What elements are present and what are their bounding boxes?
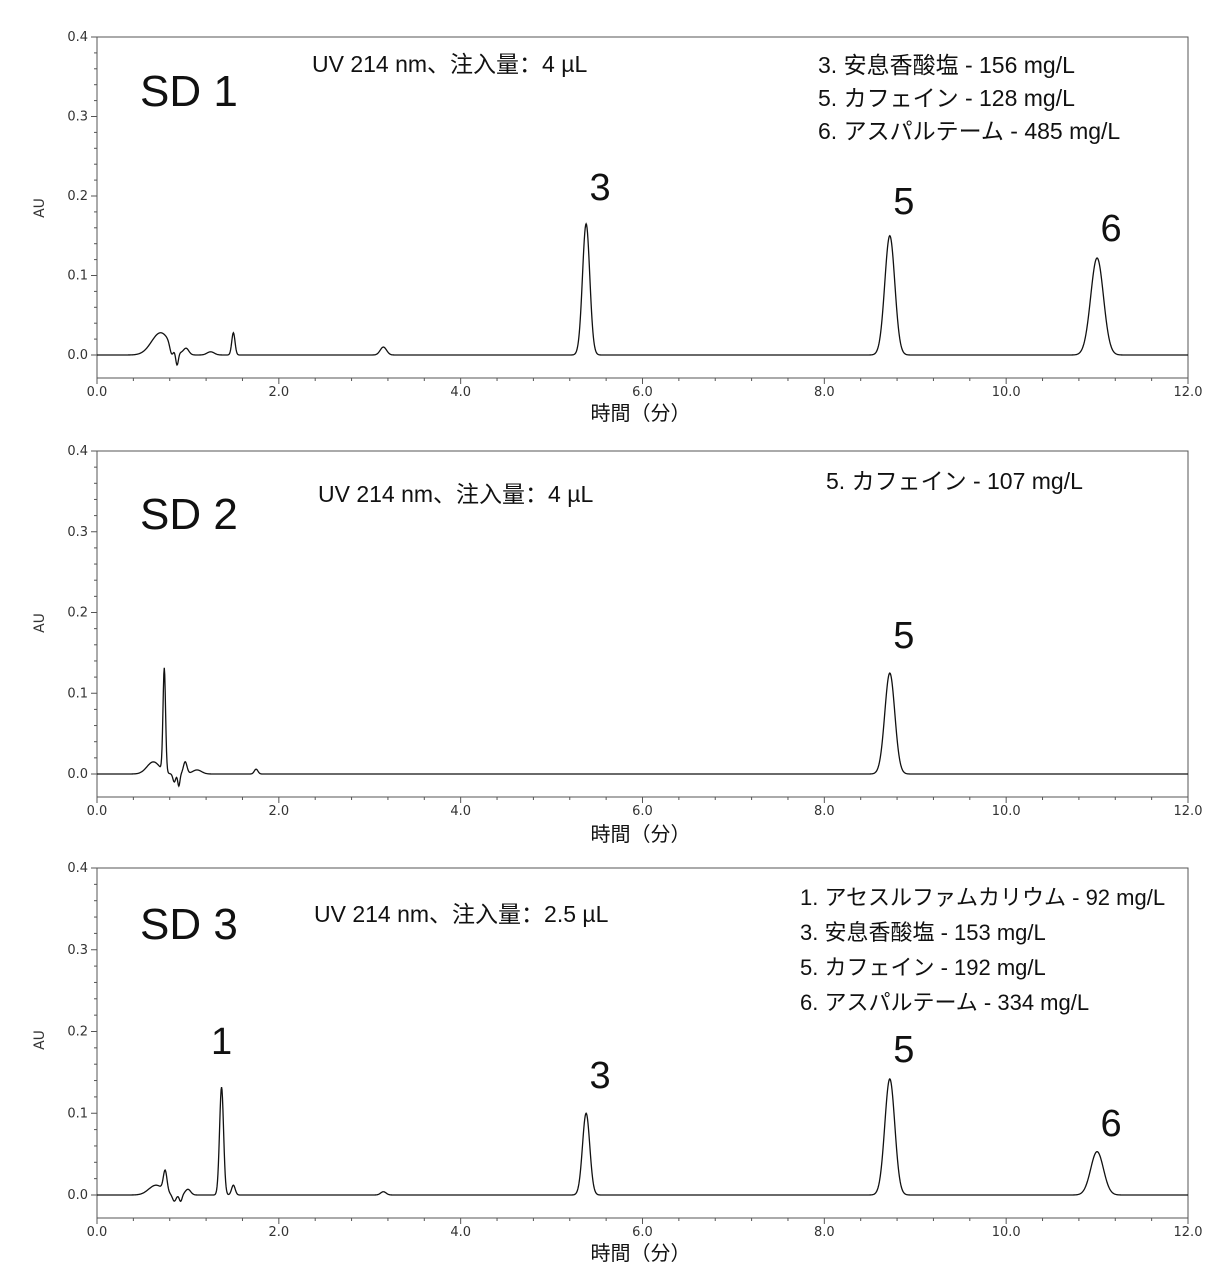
chromatogram-trace bbox=[97, 667, 1188, 788]
y-axis-label: AU bbox=[32, 1030, 48, 1050]
y-tick-label: 0.2 bbox=[67, 189, 88, 204]
peak-label: 1 bbox=[211, 1021, 232, 1063]
plot-frame bbox=[96, 450, 1189, 798]
peak-label: 6 bbox=[1101, 1103, 1122, 1145]
x-tick-label: 8.0 bbox=[814, 804, 835, 819]
y-tick-label: 0.2 bbox=[67, 1025, 88, 1040]
x-tick-label: 0.0 bbox=[87, 1225, 108, 1240]
y-axis-label: AU bbox=[32, 613, 48, 633]
legend-entry: 3. 安息香酸塩 - 153 mg/L bbox=[800, 920, 1046, 945]
peak-label: 6 bbox=[1101, 208, 1122, 250]
peak-label: 5 bbox=[893, 615, 914, 657]
x-axis-title: 時間（分） bbox=[591, 822, 691, 846]
legend-entry: 6. アスパルテーム - 485 mg/L bbox=[818, 118, 1120, 144]
y-axis-label: AU bbox=[32, 198, 48, 218]
x-tick-label: 6.0 bbox=[632, 385, 653, 400]
panel-2: 0.0 0.1 0.2 0.3 0.4 AU 0.0 2.0 4.0 6.0 8.0 10.0 12.0… bbox=[32, 444, 1202, 846]
y-tick-label: 0.2 bbox=[67, 606, 88, 621]
y-tick-label: 0.3 bbox=[67, 110, 88, 125]
panel-label: SD 1 bbox=[140, 67, 238, 116]
x-tick-label: 10.0 bbox=[992, 385, 1021, 400]
peak-label: 5 bbox=[893, 181, 914, 223]
x-tick-label: 0.0 bbox=[87, 804, 108, 819]
legend-entry: 6. アスパルテーム - 334 mg/L bbox=[800, 990, 1089, 1015]
y-tick-label: 0.4 bbox=[67, 861, 88, 876]
x-tick-label: 8.0 bbox=[814, 385, 835, 400]
acquisition-info: UV 214 nm、注入量：4 µL bbox=[312, 51, 587, 77]
peak-label: 3 bbox=[590, 167, 611, 209]
legend-entry: 3. 安息香酸塩 - 156 mg/L bbox=[818, 52, 1075, 78]
x-tick-label: 6.0 bbox=[632, 804, 653, 819]
x-axis-title: 時間（分） bbox=[591, 401, 691, 425]
panel-label: SD 3 bbox=[140, 900, 238, 949]
x-tick-label: 12.0 bbox=[1174, 804, 1203, 819]
x-tick-label: 2.0 bbox=[268, 804, 289, 819]
panel-label: SD 2 bbox=[140, 490, 238, 539]
peak-label: 3 bbox=[590, 1055, 611, 1097]
y-tick-label: 0.1 bbox=[67, 686, 88, 701]
y-tick-label: 0.4 bbox=[67, 30, 88, 45]
x-axis-title: 時間（分） bbox=[591, 1241, 691, 1265]
acquisition-info: UV 214 nm、注入量：2.5 µL bbox=[314, 901, 609, 927]
x-tick-label: 2.0 bbox=[268, 385, 289, 400]
y-tick-label: 0.0 bbox=[67, 348, 88, 363]
y-tick-label: 0.4 bbox=[67, 444, 88, 459]
panel-1: 0.0 0.1 0.2 0.3 0.4 AU 0.0 2.0 4.0 6.0 8.0 10.0 12.0… bbox=[32, 30, 1202, 425]
x-tick-label: 4.0 bbox=[450, 804, 471, 819]
x-tick-label: 12.0 bbox=[1174, 1225, 1203, 1240]
y-tick-label: 0.3 bbox=[67, 525, 88, 540]
peak-label: 5 bbox=[893, 1029, 914, 1071]
x-tick-label: 4.0 bbox=[450, 1225, 471, 1240]
y-tick-label: 0.3 bbox=[67, 943, 88, 958]
legend-entry: 5. カフェイン - 128 mg/L bbox=[818, 85, 1075, 111]
chromatogram-trace bbox=[97, 222, 1188, 367]
x-tick-label: 6.0 bbox=[632, 1225, 653, 1240]
x-tick-label: 4.0 bbox=[450, 385, 471, 400]
x-tick-label: 8.0 bbox=[814, 1225, 835, 1240]
y-tick-label: 0.0 bbox=[67, 767, 88, 782]
x-tick-label: 0.0 bbox=[87, 385, 108, 400]
x-tick-label: 10.0 bbox=[992, 1225, 1021, 1240]
legend-entry: 5. カフェイン - 192 mg/L bbox=[800, 955, 1046, 980]
x-tick-label: 12.0 bbox=[1174, 385, 1203, 400]
x-tick-label: 10.0 bbox=[992, 804, 1021, 819]
y-tick-label: 0.1 bbox=[67, 1106, 88, 1121]
chromatogram-trace bbox=[97, 1077, 1188, 1203]
y-tick-label: 0.1 bbox=[67, 269, 88, 284]
legend-entry: 5. カフェイン - 107 mg/L bbox=[826, 468, 1083, 494]
x-tick-label: 2.0 bbox=[268, 1225, 289, 1240]
acquisition-info: UV 214 nm、注入量：4 µL bbox=[318, 481, 593, 507]
y-tick-label: 0.0 bbox=[67, 1188, 88, 1203]
legend-entry: 1. アセスルファムカリウム - 92 mg/L bbox=[800, 885, 1165, 910]
panel-3: 0.0 0.1 0.2 0.3 0.4 AU 0.0 2.0 4.0 6.0 8.0 10.0 12.0… bbox=[32, 861, 1202, 1265]
